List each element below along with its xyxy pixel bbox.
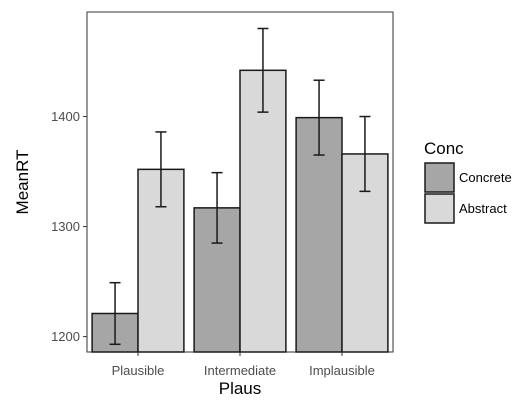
legend-label-concrete: Concrete xyxy=(459,170,512,185)
error-bar-concrete-implausible xyxy=(313,79,325,156)
bar-concrete-implausible xyxy=(295,116,343,353)
legend-key-concrete xyxy=(424,162,455,193)
y-axis: 1200 1300 1400 xyxy=(51,109,87,344)
y-axis-title: MeanRT xyxy=(13,150,32,215)
x-axis: Plausible Intermediate Implausible xyxy=(112,352,375,378)
legend-title: Conc xyxy=(424,139,464,158)
legend-key-abstract xyxy=(424,193,455,224)
error-bar-abstract-implausible xyxy=(359,115,371,193)
bar-abstract-intermediate xyxy=(239,69,287,353)
error-bar-abstract-plausible xyxy=(155,131,167,208)
legend: Conc Concrete Abstract xyxy=(424,139,512,224)
x-tick-label-implausible: Implausible xyxy=(309,363,375,378)
error-bars xyxy=(109,27,371,346)
y-tick-label-1300: 1300 xyxy=(51,219,80,234)
legend-label-abstract: Abstract xyxy=(459,201,507,216)
x-tick-label-plausible: Plausible xyxy=(112,363,165,378)
error-bar-abstract-intermediate xyxy=(257,27,269,113)
y-tick-label-1400: 1400 xyxy=(51,109,80,124)
y-tick-label-1200: 1200 xyxy=(51,329,80,344)
x-tick-label-intermediate: Intermediate xyxy=(204,363,276,378)
error-bar-concrete-intermediate xyxy=(211,171,223,244)
error-bar-concrete-plausible xyxy=(109,281,121,346)
x-axis-title: Plaus xyxy=(219,379,262,398)
